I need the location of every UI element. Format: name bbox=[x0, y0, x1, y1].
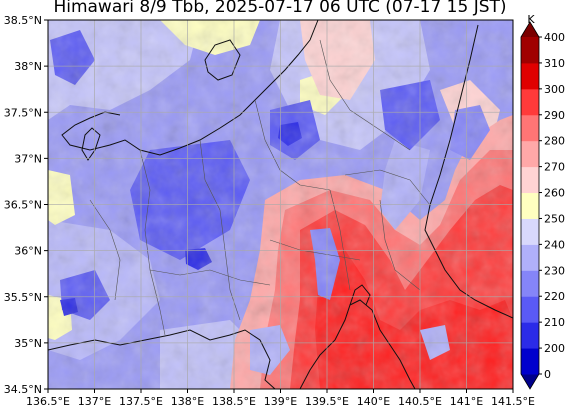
colorbar-label: 0 bbox=[544, 368, 551, 381]
x-tick-label: 137.5°E bbox=[119, 395, 163, 408]
colorbar-band bbox=[521, 166, 539, 194]
prefecture-borders bbox=[89, 39, 431, 336]
colorbar-band bbox=[521, 62, 539, 90]
colorbar-label: 310 bbox=[544, 57, 565, 70]
coastline bbox=[424, 24, 513, 319]
colorbar-extend-max bbox=[521, 22, 539, 37]
colorbar-band bbox=[521, 296, 539, 323]
colorbar-label: 230 bbox=[544, 264, 565, 277]
colorbar-band bbox=[521, 270, 539, 297]
colorbar-extend-min bbox=[521, 374, 539, 389]
x-tick-label: 140°E bbox=[357, 395, 390, 408]
coastline bbox=[81, 127, 101, 161]
x-tick-label: 141°E bbox=[450, 395, 483, 408]
coastline bbox=[48, 329, 276, 389]
x-tick-label: 140.5°E bbox=[398, 395, 442, 408]
colorbar-band bbox=[521, 88, 539, 116]
colorbar-label: 200 bbox=[544, 342, 565, 355]
colorbar-label: 290 bbox=[544, 109, 565, 122]
colorbar-label: 400 bbox=[544, 31, 565, 44]
y-tick-label: 35.5°N bbox=[4, 291, 42, 304]
colorbar-band bbox=[521, 114, 539, 142]
colorbar-label: 250 bbox=[544, 212, 565, 225]
x-tick-label: 137°E bbox=[78, 395, 111, 408]
y-axis: 38.5°N 38°N 37.5°N 37°N 36.5°N 36°N 35.5°N 35°N… bbox=[4, 14, 48, 396]
x-tick-label: 138.5°E bbox=[212, 395, 256, 408]
coastline bbox=[61, 20, 319, 156]
y-tick-label: 34.5°N bbox=[4, 383, 42, 396]
y-tick-label: 38°N bbox=[14, 60, 42, 73]
colorbar-band bbox=[521, 322, 539, 349]
y-tick-label: 38.5°N bbox=[4, 14, 42, 27]
gridlines bbox=[48, 20, 513, 389]
coastline bbox=[349, 284, 371, 306]
colorbar-label: 240 bbox=[544, 238, 565, 251]
x-tick-label: 139.5°E bbox=[305, 395, 349, 408]
colorbar-label: 300 bbox=[544, 83, 565, 96]
x-tick-label: 141.5°E bbox=[491, 395, 535, 408]
colorbar: 400 310 300 290 280 270 260 250 240 230 220 210 200 0 bbox=[520, 21, 565, 390]
y-tick-label: 37°N bbox=[14, 152, 42, 165]
coastline bbox=[299, 299, 416, 389]
x-tick-label: 138°E bbox=[171, 395, 204, 408]
y-tick-label: 36°N bbox=[14, 245, 42, 258]
colorbar-band bbox=[521, 218, 539, 245]
map-title: Himawari 8/9 Tbb, 2025-07-17 06 UTC (07-… bbox=[53, 0, 507, 17]
colorbar-label: 210 bbox=[544, 316, 565, 329]
x-tick-label: 136.5°E bbox=[26, 395, 70, 408]
colorbar-band bbox=[521, 140, 539, 168]
colorbar-label: 220 bbox=[544, 290, 565, 303]
colorbar-unit: K bbox=[527, 13, 535, 26]
y-tick-label: 36.5°N bbox=[4, 199, 42, 212]
colorbar-label: 280 bbox=[544, 135, 565, 148]
y-tick-label: 35°N bbox=[14, 337, 42, 350]
x-tick-label: 139°E bbox=[264, 395, 297, 408]
colorbar-band bbox=[521, 244, 539, 271]
colorbar-band bbox=[521, 192, 539, 219]
colorbar-label: 260 bbox=[544, 187, 565, 200]
coastline bbox=[204, 39, 241, 81]
x-axis: 136.5°E 137°E 137.5°E 138°E 138.5°E 139°E 139.… bbox=[26, 389, 535, 408]
colorbar-band bbox=[521, 348, 539, 375]
colorbar-label: 270 bbox=[544, 161, 565, 174]
colorbar-band bbox=[521, 37, 539, 64]
y-tick-label: 37.5°N bbox=[4, 106, 42, 119]
